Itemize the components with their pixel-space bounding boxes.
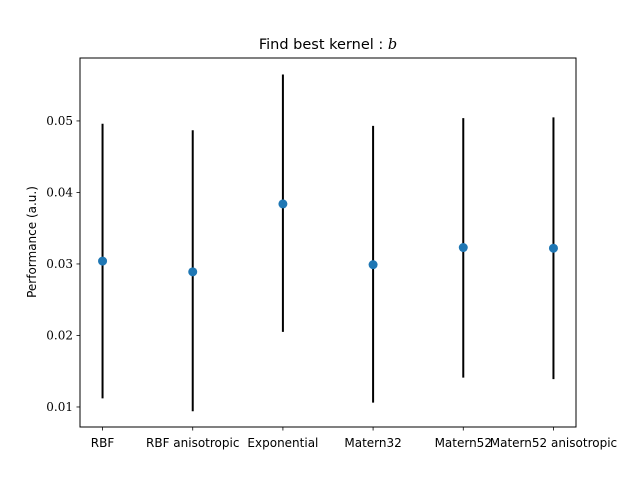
data-point [548,243,558,253]
chart-title-variable: b [388,37,397,53]
x-tick-label: Matern52 [435,436,492,450]
y-axis-label: Performance (a.u.) [25,186,39,298]
data-point [458,243,468,253]
x-tick-label: Matern32 [344,436,401,450]
y-axis-ticks: 0.01 0.02 0.03 0.04 0.05 [46,114,80,414]
data-point [98,256,108,266]
data-points [98,199,558,277]
chart-title: Find best kernel : b [259,37,397,53]
data-point [278,199,288,209]
plot-area [79,57,577,428]
y-tick-label: 0.02 [46,328,73,342]
x-tick-label: RBF anisotropic [146,436,239,450]
data-point [368,260,378,270]
chart-title-text: Find best kernel : [259,37,388,53]
y-tick-label: 0.04 [46,185,73,199]
x-tick-label: RBF [91,436,115,450]
x-tick-label: Matern52 anisotropic [490,436,617,450]
y-tick-label: 0.05 [46,114,73,128]
y-tick-label: 0.03 [46,257,73,271]
y-tick-label: 0.01 [46,400,73,414]
x-tick-label: Exponential [247,436,318,450]
x-axis-ticks: RBF RBF anisotropic Exponential Matern32 Mat… [91,427,617,450]
data-point [188,267,198,277]
